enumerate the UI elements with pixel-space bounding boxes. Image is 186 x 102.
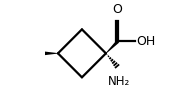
Text: OH: OH	[136, 35, 155, 48]
Polygon shape	[41, 51, 58, 56]
Text: O: O	[112, 3, 122, 16]
Polygon shape	[106, 40, 119, 54]
Text: NH₂: NH₂	[108, 75, 130, 88]
